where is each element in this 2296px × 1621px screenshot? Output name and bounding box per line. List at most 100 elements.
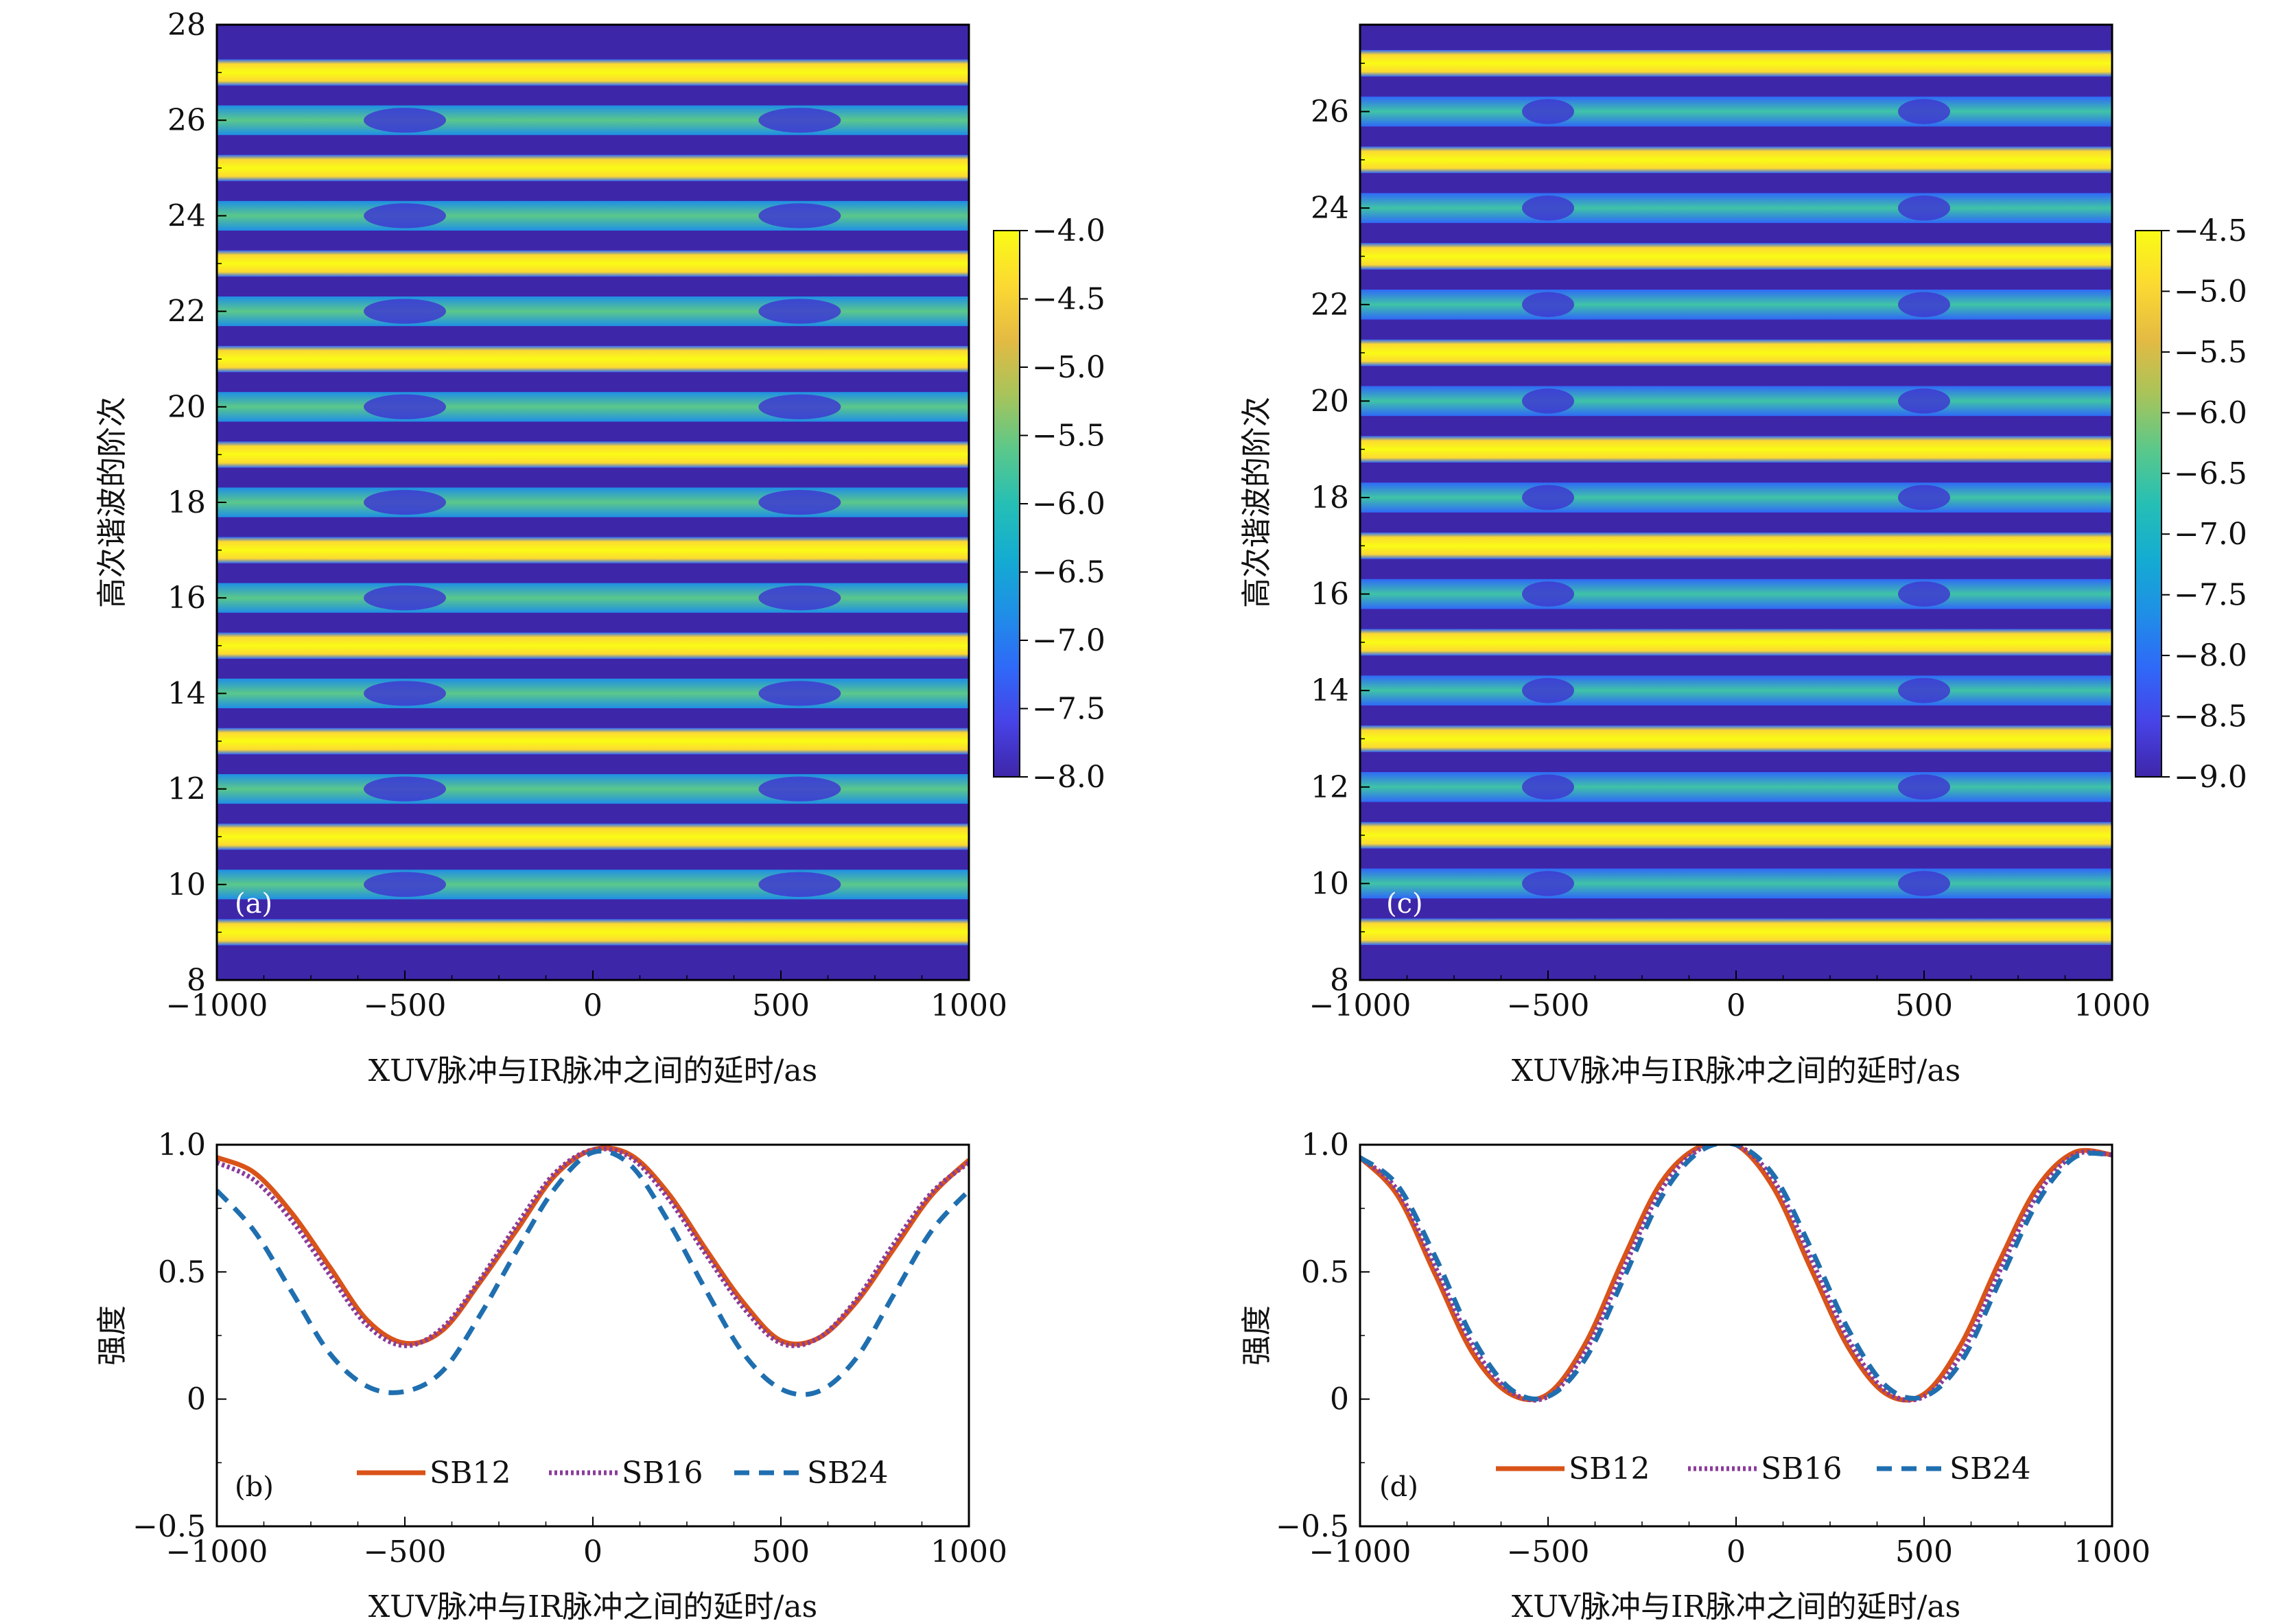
sideband-band (217, 296, 969, 327)
panel-a: −1000 −500 0 500 1000 8 10 12 14 16 18 20 22 24 26 28 (… (95, 8, 1105, 1088)
x-tick-label: −500 (364, 1535, 447, 1570)
colorbar-tick-label: −8.0 (2174, 638, 2247, 673)
colorbar-tick-label: −6.0 (2174, 395, 2247, 430)
y-tick-label: −0.5 (132, 1509, 206, 1544)
harmonic-band (217, 919, 969, 946)
colorbar-tick-label: −7.0 (1032, 623, 1105, 658)
panel-label-a: (a) (235, 888, 272, 920)
sideband-dip (758, 872, 841, 897)
sideband-band (217, 200, 969, 231)
sideband-dip (758, 489, 841, 515)
harmonic-band (217, 59, 969, 86)
harmonic-band (217, 537, 969, 563)
xlabel-a: XUV脉冲与IR脉冲之间的延时/as (368, 1053, 817, 1088)
sideband-dip (1522, 581, 1574, 607)
panel-label-c: (c) (1386, 888, 1423, 920)
x-tick-label: −1000 (166, 1535, 268, 1570)
y-tick-label: 16 (167, 581, 206, 616)
heatmap-a (217, 25, 969, 980)
sideband-band (217, 774, 969, 804)
harmonic-band (217, 727, 969, 755)
ylabel-b: 强度 (95, 1305, 130, 1366)
xlabel-d: XUV脉冲与IR脉冲之间的延时/as (1512, 1589, 1960, 1621)
legend-label-sb12: SB12 (430, 1456, 511, 1491)
sideband-band (1360, 386, 2112, 417)
heatmap-c (1360, 25, 2112, 980)
sideband-dip (1522, 774, 1574, 800)
colorbar-tick-label: −4.5 (1032, 282, 1105, 317)
sideband-dip (1898, 871, 1950, 896)
sideband-dip (364, 776, 446, 802)
harmonic-band (1360, 821, 2112, 849)
sideband-dip (1898, 99, 1950, 124)
harmonic-band (1360, 339, 2112, 366)
harmonic-band (1360, 629, 2112, 656)
harmonic-band (1360, 49, 2112, 77)
sideband-band (217, 105, 969, 135)
sideband-dip (1522, 388, 1574, 414)
colorbar-tick-label: −5.5 (2174, 335, 2247, 370)
sideband-dip (1898, 581, 1950, 607)
sideband-dip (364, 108, 446, 133)
colorbar-tick-label: −6.0 (1032, 487, 1105, 522)
colorbar-tick-label: −6.5 (1032, 555, 1105, 590)
x-tick-label: −1000 (166, 988, 268, 1023)
sideband-band (1360, 96, 2112, 127)
harmonic-band (217, 346, 969, 373)
sideband-dip (1522, 195, 1574, 221)
sideband-band (217, 583, 969, 613)
y-tick-label: 14 (1311, 673, 1349, 708)
colorbar-tick-label: −4.5 (2174, 213, 2247, 248)
x-tick-label: −500 (364, 988, 447, 1023)
harmonic-band (1360, 436, 2112, 463)
colorbar-tick-label: −4.0 (1032, 213, 1105, 248)
y-tick-label: 26 (1311, 95, 1349, 130)
panel-d: −1000 −500 0 500 1000 1.0 0.5 0 −0.5 (d) XUV脉冲与I… (1239, 1128, 2151, 1621)
sideband-dip (1898, 195, 1950, 221)
colorbar-tick-label: −9.0 (2174, 760, 2247, 795)
y-tick-label: 0 (1330, 1382, 1349, 1417)
x-tick-label: 1000 (2074, 988, 2151, 1023)
colorbar-tick-label: −7.5 (2174, 578, 2247, 613)
y-tick-label: −0.5 (1276, 1509, 1349, 1544)
sideband-band (217, 870, 969, 900)
sideband-dip (364, 872, 446, 897)
x-tick-label: 0 (583, 1535, 602, 1570)
harmonic-band (1360, 725, 2112, 752)
y-tick-label: 0.5 (158, 1255, 206, 1290)
ylabel-a: 高次谐波的阶次 (95, 397, 130, 608)
sideband-dip (1898, 292, 1950, 318)
sideband-band (1360, 289, 2112, 320)
y-tick-label: 0.5 (1301, 1255, 1349, 1290)
panel-label-b: (b) (235, 1471, 274, 1503)
colorbar-tick-label: −7.5 (1032, 692, 1105, 727)
y-tick-label: 1.0 (1301, 1128, 1349, 1163)
y-tick-label: 28 (167, 8, 206, 43)
x-tick-label: 0 (1726, 988, 1746, 1023)
harmonic-band (1360, 918, 2112, 946)
y-tick-label: 8 (1330, 963, 1349, 998)
sideband-band (217, 392, 969, 422)
sideband-dip (1898, 485, 1950, 511)
sideband-dip (1522, 871, 1574, 896)
x-tick-label: 1000 (2074, 1535, 2151, 1570)
sideband-dip (758, 585, 841, 611)
harmonic-band (217, 250, 969, 277)
x-tick-label: 0 (1726, 1535, 1746, 1570)
x-tick-label: 1000 (930, 988, 1007, 1023)
sideband-band (1360, 868, 2112, 899)
series-line-sb24 (217, 1148, 969, 1397)
sideband-dip (1522, 677, 1574, 703)
y-tick-label: 14 (167, 676, 206, 711)
sideband-dip (364, 203, 446, 229)
panel-b: −1000 −500 0 500 1000 1.0 0.5 0 −0.5 (b) XUV脉冲与I… (95, 1128, 1007, 1621)
colorbar-tick-label: −8.0 (1032, 760, 1105, 795)
x-tick-label: −1000 (1309, 1535, 1411, 1570)
y-tick-label: 10 (1311, 866, 1349, 901)
colorbar-tick-label: −5.5 (1032, 419, 1105, 454)
harmonic-band (1360, 243, 2112, 270)
sideband-band (1360, 675, 2112, 705)
x-tick-label: 500 (1895, 988, 1953, 1023)
legend-label-sb24: SB24 (1949, 1451, 2030, 1486)
colorbar-tick-label: −7.0 (2174, 517, 2247, 552)
